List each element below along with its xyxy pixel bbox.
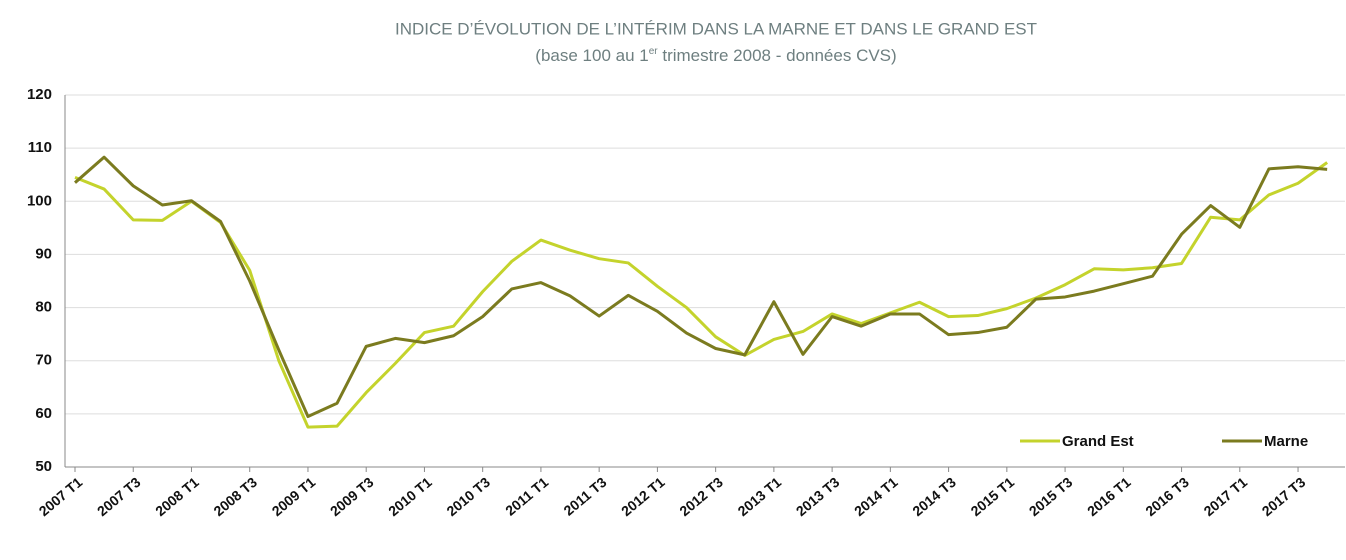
x-tick-label: 2008 T3 — [210, 474, 260, 519]
x-tick-label: 2010 T3 — [443, 474, 493, 519]
y-tick-label: 60 — [35, 405, 52, 422]
x-tick-label: 2008 T1 — [152, 474, 202, 519]
x-tick-label: 2007 T3 — [94, 474, 144, 519]
y-tick-label: 100 — [27, 192, 52, 209]
series-line — [74, 155, 1328, 419]
x-tick-label: 2016 T3 — [1142, 474, 1192, 519]
legend-label: Grand Est — [1062, 433, 1134, 450]
subtitle-sup: er — [649, 46, 659, 57]
x-tick-label: 2016 T1 — [1084, 474, 1134, 519]
x-tick-label: 2017 T1 — [1200, 474, 1250, 519]
x-tick-label: 2012 T3 — [676, 474, 726, 519]
x-tick-label: 2017 T3 — [1259, 474, 1309, 519]
x-tick-label: 2007 T1 — [36, 474, 86, 519]
y-tick-label: 70 — [35, 352, 52, 369]
x-tick-label: 2015 T3 — [1026, 474, 1076, 519]
y-tick-label: 120 — [27, 86, 52, 103]
series-line — [74, 161, 1329, 429]
x-tick-label: 2011 T1 — [502, 474, 551, 519]
x-tick-label: 2011 T3 — [560, 474, 609, 519]
x-tick-label: 2015 T1 — [968, 474, 1018, 519]
y-tick-label: 90 — [35, 245, 52, 262]
x-tick-label: 2012 T1 — [618, 474, 668, 519]
x-tick-label: 2009 T3 — [327, 474, 377, 519]
x-tick-label: 2010 T1 — [385, 474, 435, 519]
x-tick-label: 2014 T1 — [851, 474, 901, 519]
legend-label: Marne — [1264, 433, 1308, 450]
x-tick-label: 2014 T3 — [909, 474, 959, 519]
x-tick-label: 2013 T3 — [793, 474, 843, 519]
y-tick-label: 50 — [35, 458, 52, 475]
x-tick-label: 2013 T1 — [735, 474, 785, 519]
chart-subtitle: (base 100 au 1er trimestre 2008 - donnée… — [535, 46, 896, 66]
subtitle-text: (base 100 au 1 — [535, 46, 648, 65]
chart-title: INDICE D’ÉVOLUTION DE L’INTÉRIM DANS LA … — [395, 19, 1037, 38]
x-tick-label: 2009 T1 — [269, 474, 319, 519]
y-tick-label: 80 — [35, 299, 52, 316]
subtitle-text: trimestre 2008 - données CVS) — [658, 46, 897, 65]
y-tick-label: 110 — [28, 139, 52, 156]
